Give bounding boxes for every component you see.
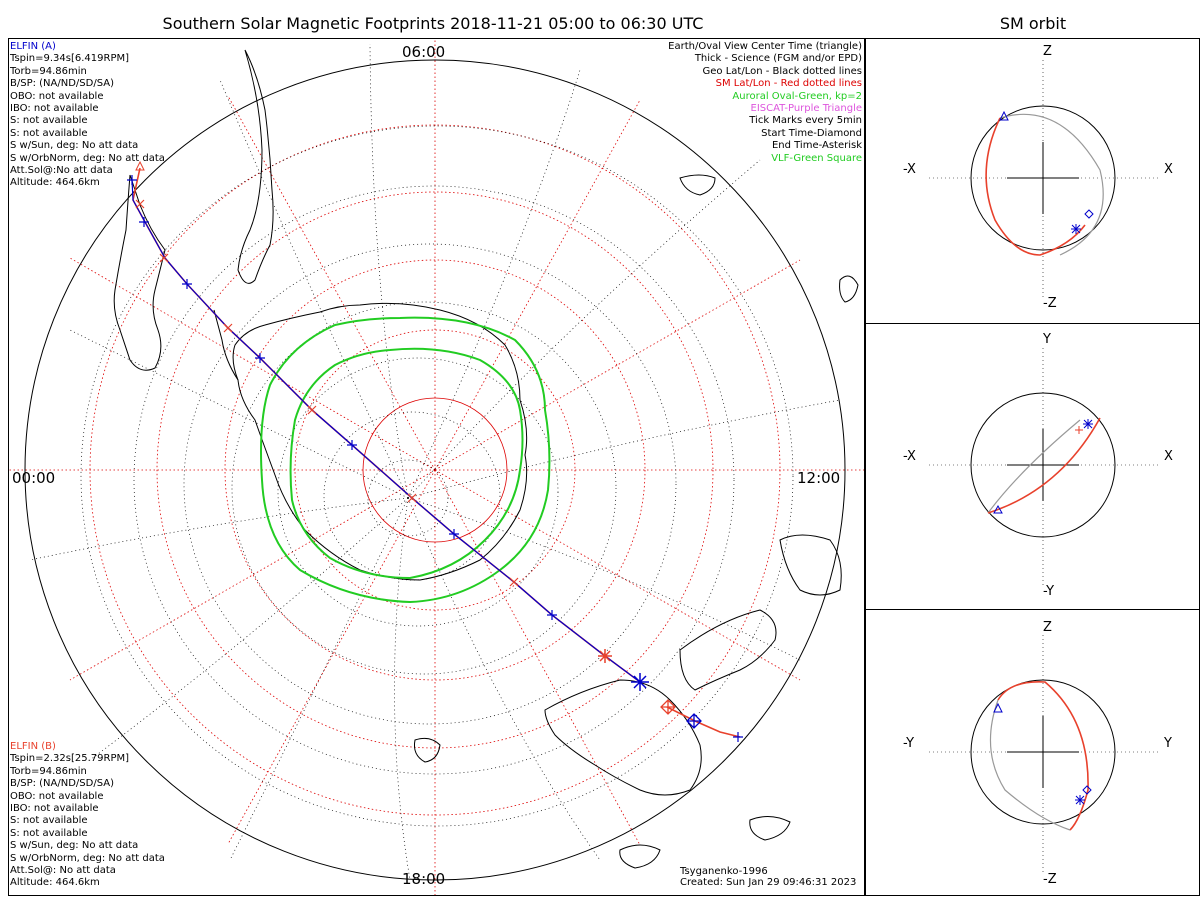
mlt-label-top: 06:00 xyxy=(402,43,446,61)
legend-entry: Geo Lat/Lon - Black dotted lines xyxy=(702,65,862,77)
mlt-label-left: 00:00 xyxy=(12,469,56,487)
mlt-label-bottom: 18:00 xyxy=(402,870,446,888)
plot-title: Southern Solar Magnetic Footprints 2018-… xyxy=(162,14,704,33)
legend-entry: Auroral Oval-Green, kp=2 xyxy=(732,90,862,102)
panel3-top-label: Z xyxy=(1043,620,1052,635)
elfin-a-line: S w/OrbNorm, deg: No att data xyxy=(10,152,165,164)
elfin-b-line: S w/OrbNorm, deg: No att data xyxy=(10,852,165,864)
legend-entry: Earth/Oval View Center Time (triangle) xyxy=(668,41,862,52)
elfin-a-line: Tspin=9.34s[6.419RPM] xyxy=(10,53,130,65)
elfin-b-line: S: not available xyxy=(10,815,88,827)
elfin-b-line: IBO: not available xyxy=(10,803,99,815)
legend-entry: SM Lat/Lon - Red dotted lines xyxy=(715,78,862,90)
panel3-bottom-label: -Z xyxy=(1043,872,1057,887)
elfin-b-line: OBO: not available xyxy=(10,790,104,802)
sm-orbit-plot-xy xyxy=(929,348,1160,585)
elfin-b-line: B/SP: (NA/ND/SD/SA) xyxy=(10,778,114,790)
view-center-triangle xyxy=(135,160,145,171)
elfin-b-line: Att.Sol@: No att data xyxy=(10,865,116,877)
end-time-asterisk-b xyxy=(598,649,612,663)
elfin-b-line: S: not available xyxy=(10,827,88,839)
panel1-bottom-label: -Z xyxy=(1043,296,1057,311)
geo-latlon-grid xyxy=(29,43,841,881)
map-legend: Earth/Oval View Center Time (triangle) T… xyxy=(668,41,862,165)
elfin-b-line: Altitude: 464.6km xyxy=(10,877,100,889)
created-timestamp: Created: Sun Jan 29 09:46:31 2023 xyxy=(680,877,857,888)
legend-entry: Start Time-Diamond xyxy=(761,127,862,139)
sm-orbit-title: SM orbit xyxy=(999,14,1067,33)
legend-entry: Thick - Science (FGM and/or EPD) xyxy=(694,53,862,65)
legend-entry: EISCAT-Purple Triangle xyxy=(750,103,863,115)
elfin-b-line: S w/Sun, deg: No att data xyxy=(10,840,139,852)
elfin-a-info: ELFIN (A) Tspin=9.34s[6.419RPM] Torb=94.… xyxy=(10,41,165,190)
start-time-diamond-a xyxy=(686,713,702,729)
panel1-top-label: Z xyxy=(1043,44,1052,59)
elfin-track-tail xyxy=(666,706,741,738)
panel2-bottom-label: -Y xyxy=(1043,584,1055,599)
panel2-top-label: Y xyxy=(1043,332,1051,347)
panel2-right-label: X xyxy=(1164,449,1173,464)
elfin-b-name: ELFIN (B) xyxy=(10,741,56,752)
elfin-b-footprint-track xyxy=(132,167,641,683)
credits: Tsyganenko-1996 Created: Sun Jan 29 09:4… xyxy=(680,866,856,888)
elfin-a-line: S: not available xyxy=(10,127,88,139)
elfin-a-name: ELFIN (A) xyxy=(10,41,56,52)
elfin-a-line: Altitude: 464.6km xyxy=(10,177,100,189)
elfin-a-line: S: not available xyxy=(10,115,88,127)
elfin-a-line: Att.Sol@:No att data xyxy=(10,165,113,177)
panel1-left-label: -X xyxy=(903,162,916,177)
start-time-diamond-b xyxy=(660,699,676,715)
elfin-a-line: Torb=94.86min xyxy=(10,65,87,77)
elfin-a-tick-marks xyxy=(127,175,743,742)
legend-entry: VLF-Green Square xyxy=(771,152,862,164)
elfin-a-line: S w/Sun, deg: No att data xyxy=(10,140,139,152)
elfin-b-line: Tspin=2.32s[25.79RPM] xyxy=(10,753,130,765)
coastlines xyxy=(113,49,859,869)
legend-entry: Tick Marks every 5min xyxy=(749,115,862,127)
sm-orbit-plot-xz xyxy=(929,60,1160,298)
panel3-right-label: Y xyxy=(1164,736,1172,751)
elfin-b-line: Torb=94.86min xyxy=(10,765,87,777)
end-time-asterisk-a xyxy=(631,673,649,691)
mlt-label-right: 12:00 xyxy=(797,469,841,487)
model-label: Tsyganenko-1996 xyxy=(680,866,768,877)
elfin-b-info: ELFIN (B) Tspin=2.32s[25.79RPM] Torb=94.… xyxy=(10,741,165,890)
elfin-b-tick-marks xyxy=(135,199,519,587)
elfin-a-footprint-track xyxy=(131,179,641,683)
auroral-oval xyxy=(260,316,551,604)
footprint-map-frame xyxy=(8,38,865,896)
elfin-a-line: OBO: not available xyxy=(10,90,104,102)
panel2-left-label: -X xyxy=(903,449,916,464)
sm-pole-circle xyxy=(362,397,508,543)
panel3-left-label: -Y xyxy=(903,736,915,751)
legend-entry: End Time-Asterisk xyxy=(771,140,862,152)
panel1-right-label: X xyxy=(1164,162,1173,177)
sm-latlon-grid xyxy=(9,40,864,895)
elfin-a-line: IBO: not available xyxy=(10,103,99,115)
earth-limb xyxy=(24,59,846,881)
elfin-a-line: B/SP: (NA/ND/SD/SA) xyxy=(10,78,114,90)
sm-orbit-plot-yz xyxy=(929,635,1160,872)
